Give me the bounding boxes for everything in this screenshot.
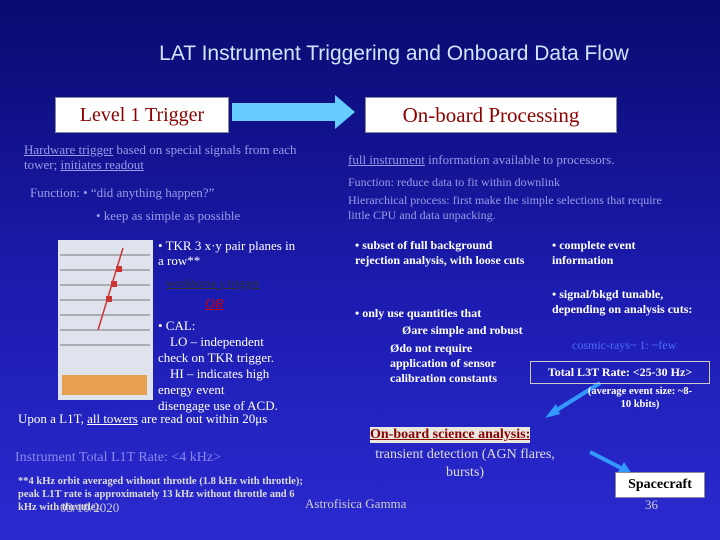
hier: Hierarchical process: first make the sim… <box>348 193 662 222</box>
text: full instrument <box>348 152 425 167</box>
complete: • complete event information <box>552 238 636 267</box>
text: LO – independent check on TKR trigger. <box>158 334 275 365</box>
left-function: Function: • “did anything happen?” <box>30 185 215 200</box>
arrow <box>232 95 355 129</box>
cal-block: • CAL: LO – independent check on TKR tri… <box>158 318 296 414</box>
hits <box>106 266 122 302</box>
text: Upon a L1T, <box>18 411 84 426</box>
detector-image <box>58 240 153 400</box>
arrow <box>589 450 626 472</box>
arrow <box>618 462 632 474</box>
or: OR <box>205 297 224 312</box>
upon: Upon a L1T, all towers are read out with… <box>18 411 267 427</box>
footer-center: Astrofisica Gamma <box>305 496 407 511</box>
avg: (average event size: ~8-10 kbits) <box>587 386 693 410</box>
left-header: Level 1 Trigger <box>55 97 229 133</box>
cosmic: cosmic-rays~ 1: ~few <box>572 338 677 352</box>
right-function: Function: reduce data to fit within down… <box>348 175 560 189</box>
text: Hardware trigger <box>24 142 114 157</box>
text: are read out within 20μs <box>141 411 268 426</box>
robust: Øare simple and robust <box>402 323 523 337</box>
l1t-rate: Instrument Total L1T Rate: <4 kHz> <box>15 450 221 465</box>
science: On-board science analysis: <box>370 427 531 443</box>
l3t-rate: Total L3T Rate: <25-30 Hz> <box>530 361 710 384</box>
subset: • subset of full background rejection an… <box>355 238 525 267</box>
transient: transient detection (AGN flares, bursts) <box>375 447 555 480</box>
track <box>97 247 124 331</box>
calorimeter <box>62 375 147 395</box>
title: LAT Instrument Triggering and Onboard Da… <box>159 42 629 65</box>
page-number: 36 <box>645 497 658 512</box>
left-simple: • keep as simple as possible <box>96 208 241 223</box>
text: disengage use of ACD. <box>158 398 278 413</box>
arrow <box>550 381 602 415</box>
right-header: On-board Processing <box>365 97 617 133</box>
calib: Ødo not require application of sensor ca… <box>390 341 498 385</box>
left-intro: Hardware trigger based on special signal… <box>24 142 299 172</box>
spacecraft: Spacecraft <box>615 472 705 498</box>
workhorse: workhorse γ trigger <box>166 276 260 290</box>
full: full instrument information available to… <box>348 152 614 167</box>
tunable: • signal/bkgd tunable, depending on anal… <box>552 287 693 316</box>
arrow <box>545 404 560 418</box>
text: • CAL: <box>158 318 196 333</box>
text: all towers <box>87 411 138 426</box>
tkr: • TKR 3 x·y pair planes in a row** <box>158 238 296 268</box>
text: based on special signals from each tower… <box>24 142 297 172</box>
text: initiates readout <box>60 157 144 172</box>
detector-lines <box>60 254 150 346</box>
footer-date: 03/10/2020 <box>60 500 120 515</box>
only: • only use quantities that <box>355 306 482 320</box>
text: HI – indicates high energy event <box>158 366 270 397</box>
note: **4 kHz orbit averaged without throttle … <box>18 476 303 513</box>
text: information available to processors. <box>428 152 615 167</box>
